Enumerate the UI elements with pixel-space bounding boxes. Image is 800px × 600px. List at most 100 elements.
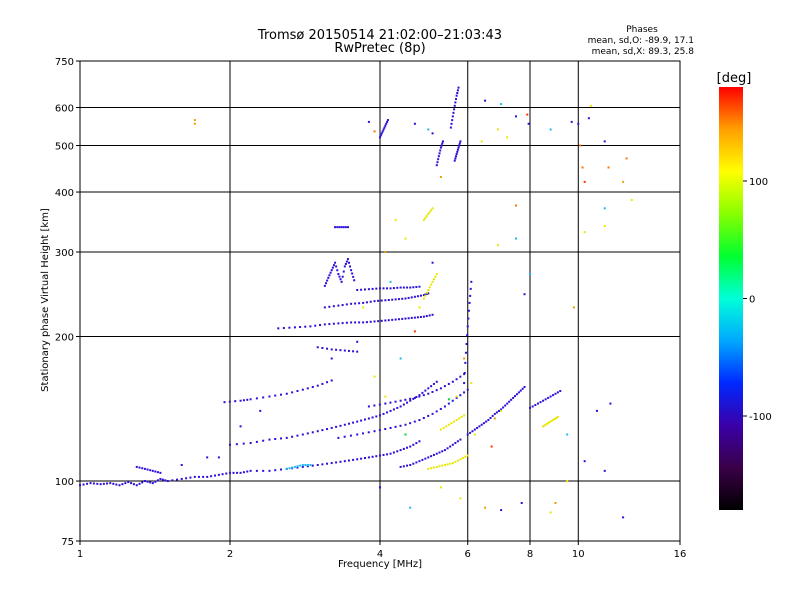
data-point [213, 474, 216, 477]
data-point [399, 465, 402, 468]
data-point [428, 211, 431, 214]
data-point [348, 261, 351, 264]
data-point [415, 395, 418, 398]
data-point [421, 458, 424, 461]
data-point [394, 425, 397, 428]
data-point [335, 425, 338, 428]
data-point [106, 482, 109, 485]
data-point [409, 422, 412, 425]
data-point [435, 380, 438, 383]
data-point [435, 465, 438, 468]
data-point [369, 320, 372, 323]
data-point [185, 477, 188, 480]
data-point [365, 321, 368, 324]
grid-lines [80, 61, 680, 541]
data-point [115, 483, 118, 486]
data-point [392, 451, 395, 454]
data-point [496, 244, 499, 247]
data-point [401, 317, 404, 320]
data-point [431, 207, 434, 210]
data-point [149, 469, 152, 472]
data-point [285, 436, 288, 439]
data-point [581, 166, 584, 169]
data-point [463, 371, 466, 374]
data-point [138, 466, 141, 469]
y-tick-label: 200 [55, 333, 74, 344]
data-point [330, 269, 333, 272]
data-point [301, 465, 304, 468]
data-point [361, 432, 364, 435]
data-point [450, 122, 453, 125]
data-point [463, 382, 466, 385]
data-point [595, 409, 598, 412]
data-point [288, 326, 291, 329]
data-point [330, 379, 333, 382]
data-point [404, 297, 407, 300]
data-point [424, 216, 427, 219]
data-point [296, 434, 299, 437]
data-point [309, 463, 312, 466]
data-point [304, 325, 307, 328]
data-point [291, 466, 294, 469]
data-point [526, 113, 529, 116]
data-point [548, 421, 551, 424]
data-point [394, 218, 397, 221]
data-point [407, 296, 410, 299]
data-point [455, 378, 458, 381]
data-point [402, 286, 405, 289]
data-point [412, 286, 415, 289]
data-point [401, 297, 404, 300]
data-point [381, 130, 384, 133]
data-point [549, 395, 552, 398]
data-point [454, 442, 457, 445]
data-point [425, 315, 428, 318]
data-point [512, 396, 515, 399]
data-point [418, 419, 421, 422]
data-point [339, 424, 342, 427]
data-point [622, 180, 625, 183]
data-point [156, 471, 159, 474]
data-point [386, 287, 389, 290]
data-point [387, 319, 390, 322]
data-point [239, 425, 242, 428]
data-point [427, 456, 430, 459]
data-point [435, 164, 438, 167]
data-point [347, 459, 350, 462]
data-point [399, 399, 402, 402]
data-point [384, 251, 387, 254]
data-point [587, 117, 590, 120]
data-point [356, 340, 359, 343]
data-point [311, 431, 314, 434]
data-point [442, 426, 445, 429]
data-point [161, 478, 164, 481]
data-point [210, 475, 213, 478]
data-point [299, 464, 302, 467]
data-point [625, 157, 628, 160]
data-point [453, 108, 456, 111]
data-point [280, 393, 283, 396]
data-point [338, 226, 341, 229]
data-point [434, 275, 437, 278]
data-point [328, 305, 331, 308]
data-point [422, 294, 425, 297]
data-point [460, 415, 463, 418]
data-point [356, 350, 359, 353]
data-point [363, 457, 366, 460]
data-point [324, 282, 327, 285]
data-point [404, 237, 407, 240]
data-point [402, 465, 405, 468]
data-point [386, 411, 389, 414]
data-point [326, 347, 329, 350]
data-point [332, 322, 335, 325]
data-point [447, 382, 450, 385]
data-point [432, 466, 435, 469]
data-point [456, 459, 459, 462]
data-point [358, 302, 361, 305]
data-point [274, 394, 277, 397]
data-point [180, 477, 183, 480]
data-point [335, 461, 338, 464]
data-point [135, 465, 138, 468]
data-point [118, 484, 121, 487]
data-point [478, 425, 481, 428]
data-point [382, 412, 385, 415]
